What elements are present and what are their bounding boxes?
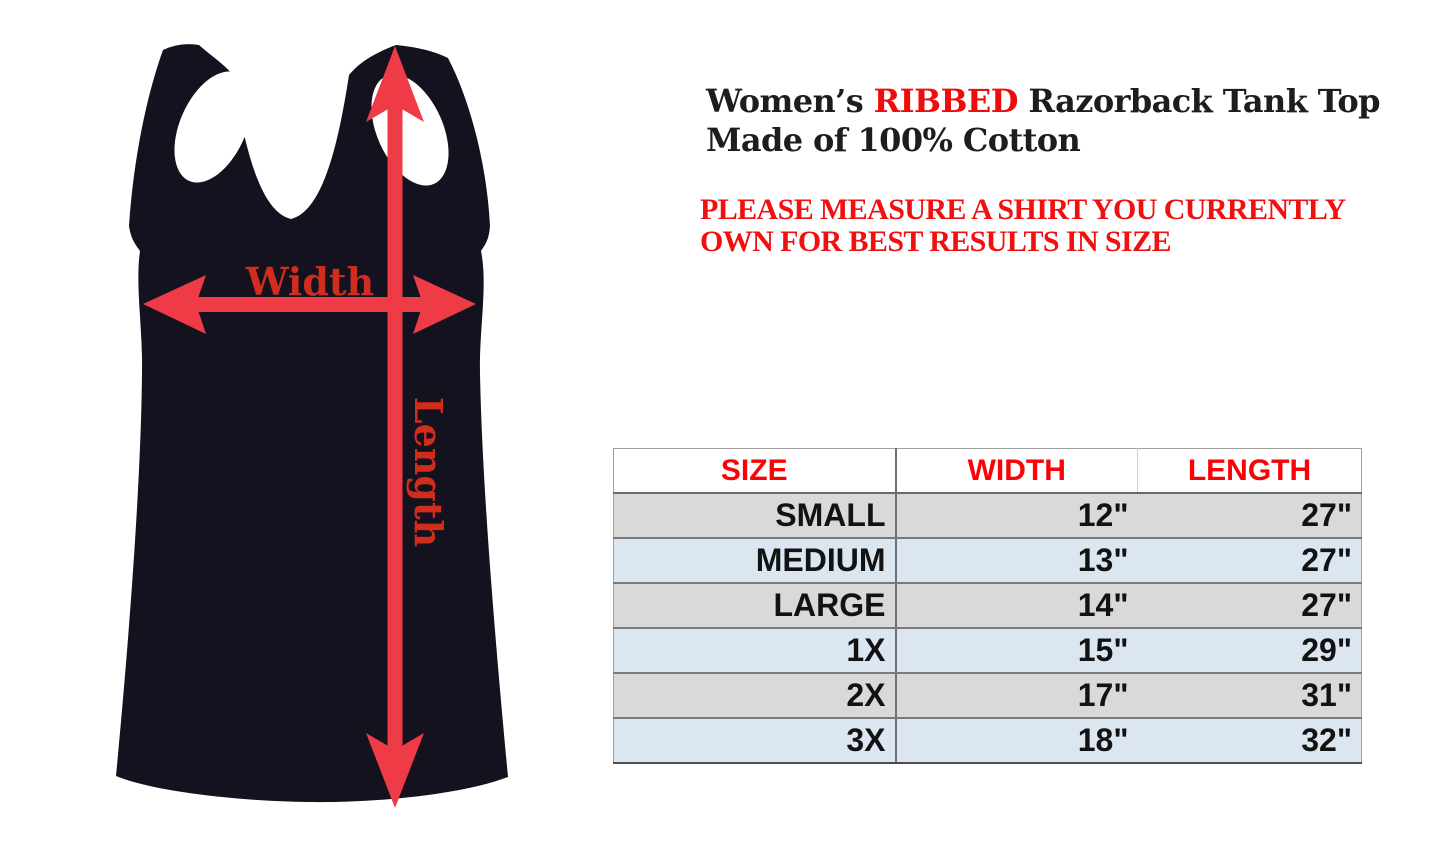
title-pre: Women’s: [706, 82, 874, 120]
product-title-line1: Women’s RIBBED Razorback Tank Top: [706, 82, 1380, 121]
cell-size: 2X: [613, 673, 897, 719]
width-label: Width: [245, 259, 374, 304]
title-post: Razorback Tank Top: [1017, 82, 1380, 120]
column-header-width: WIDTH: [895, 448, 1138, 494]
cell-width: 18": [895, 718, 1138, 764]
cell-size: 3X: [613, 718, 897, 764]
tank-top-illustration: Width Length: [116, 44, 508, 808]
table-row-small: SMALL 12" 27": [613, 493, 1362, 539]
length-arrow: [366, 46, 424, 808]
cell-length: 32": [1137, 718, 1362, 764]
product-title-line2: Made of 100% Cotton: [706, 121, 1081, 159]
size-chart-header-row: SIZE WIDTH LENGTH: [613, 448, 1362, 494]
cell-length: 27": [1137, 493, 1362, 539]
tank-top-measurement-diagram: Width Length: [0, 0, 600, 838]
cell-length: 31": [1137, 673, 1362, 719]
cell-width: 17": [895, 673, 1138, 719]
column-header-length: LENGTH: [1137, 448, 1362, 494]
table-row-1x: 1X 15" 29": [613, 628, 1362, 674]
table-row-medium: MEDIUM 13" 27": [613, 538, 1362, 584]
table-row-2x: 2X 17" 31": [613, 673, 1362, 719]
left-armhole-cutout: [174, 71, 252, 183]
measure-notice-line1: PLEASE MEASURE A SHIRT YOU CURRENTLY: [700, 193, 1346, 226]
length-label: Length: [406, 397, 451, 547]
cell-size: LARGE: [613, 583, 897, 629]
cell-size: 1X: [613, 628, 897, 674]
measure-notice: PLEASE MEASURE A SHIRT YOU CURRENTLY OWN…: [700, 194, 1346, 258]
cell-length: 29": [1137, 628, 1362, 674]
cell-width: 15": [895, 628, 1138, 674]
table-row-3x: 3X 18" 32": [613, 718, 1362, 764]
tank-silhouette: [116, 44, 508, 803]
cell-length: 27": [1137, 583, 1362, 629]
cell-length: 27": [1137, 538, 1362, 584]
cell-size: SMALL: [613, 493, 897, 539]
title-highlight: RIBBED: [873, 82, 1019, 120]
cell-width: 12": [895, 493, 1138, 539]
size-chart-table: SIZE WIDTH LENGTH SMALL 12" 27" MEDIUM 1…: [613, 448, 1362, 764]
cell-width: 14": [895, 583, 1138, 629]
cell-width: 13": [895, 538, 1138, 584]
width-arrow: [143, 275, 476, 334]
column-header-size: SIZE: [613, 448, 897, 494]
measure-notice-line2: OWN FOR BEST RESULTS IN SIZE: [700, 225, 1172, 258]
product-title: Women’s RIBBED Razorback Tank Top Made o…: [706, 82, 1380, 160]
table-row-large: LARGE 14" 27": [613, 583, 1362, 629]
cell-size: MEDIUM: [613, 538, 897, 584]
